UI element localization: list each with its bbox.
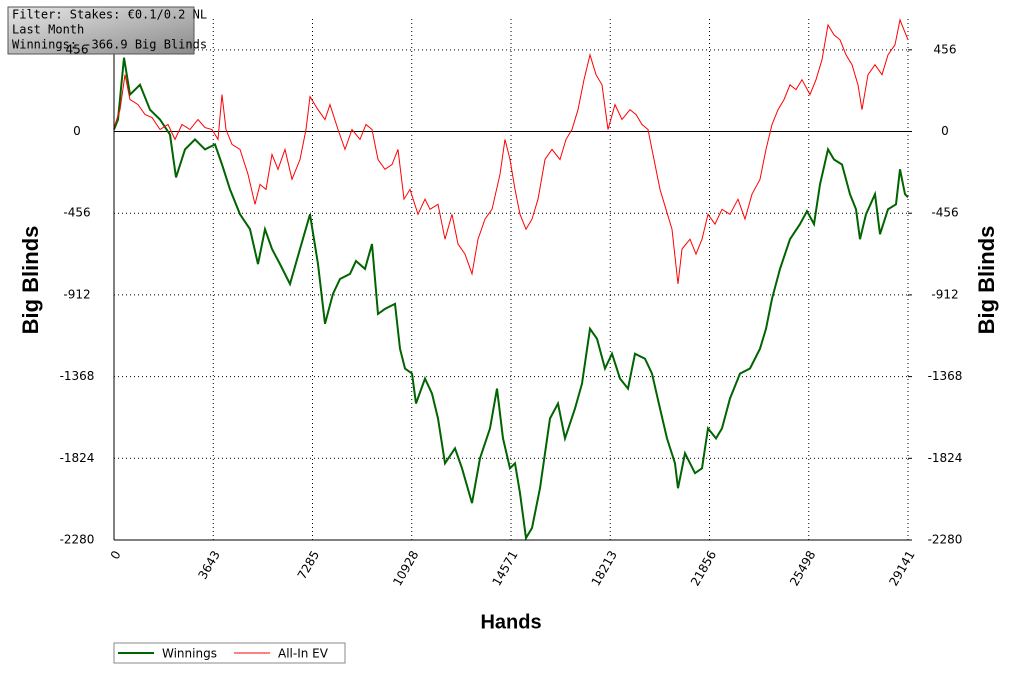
legend-label: All-In EV bbox=[278, 647, 329, 661]
y2-tick-label: 456 bbox=[934, 42, 957, 56]
legend-label: Winnings bbox=[162, 647, 217, 661]
legend bbox=[113, 642, 346, 664]
y-tick-label: 456 bbox=[66, 42, 89, 56]
y-tick-label: 0 bbox=[73, 124, 81, 138]
y-tick-label: -2280 bbox=[60, 533, 95, 547]
y-tick-label: -1824 bbox=[60, 451, 95, 465]
annotation: Filter: Stakes: €0.1/0.2 NL bbox=[12, 8, 207, 22]
series-line bbox=[113, 57, 909, 541]
y2-tick-label: -912 bbox=[931, 287, 958, 301]
y-tick-label: -1368 bbox=[60, 369, 95, 383]
annotation: Last Month bbox=[12, 23, 84, 37]
y2-tick-label: 0 bbox=[941, 124, 949, 138]
y2-tick-label: -2280 bbox=[928, 533, 963, 547]
y2-tick-label: -456 bbox=[931, 206, 958, 220]
annotation: Winnings: -366.9 Big Blinds bbox=[12, 38, 207, 52]
plot-lines bbox=[113, 18, 909, 541]
y2-tick-label: -1824 bbox=[928, 451, 963, 465]
y-tick-label: -912 bbox=[63, 287, 90, 301]
y-tick-label: -456 bbox=[63, 206, 90, 220]
y-axis-title: Big Blinds bbox=[18, 226, 43, 335]
filter-box bbox=[7, 6, 195, 55]
series-line bbox=[113, 18, 909, 285]
legend-items: Winnings All-In EV bbox=[118, 647, 329, 661]
y2-tick-label: -1368 bbox=[928, 369, 963, 383]
y2-axis-title: Big Blinds bbox=[974, 226, 999, 335]
x-axis-title: Hands bbox=[480, 611, 541, 633]
